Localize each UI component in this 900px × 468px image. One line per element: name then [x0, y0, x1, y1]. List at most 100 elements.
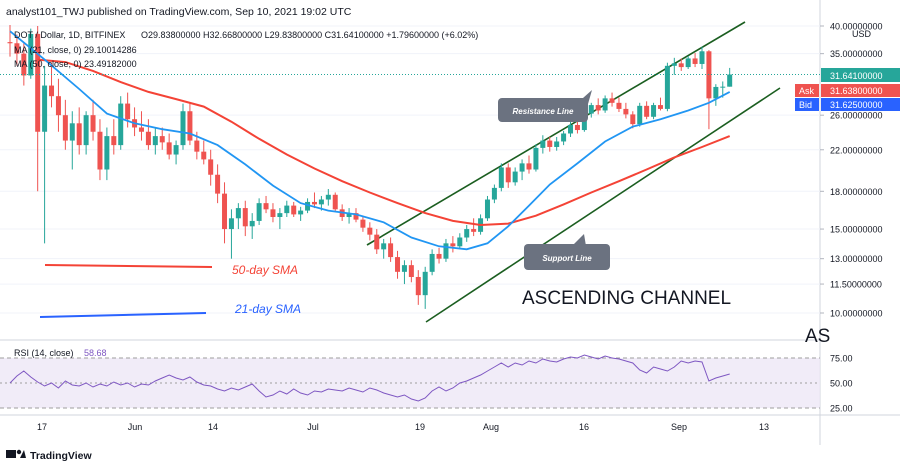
- candle-body: [263, 203, 269, 210]
- candle-body: [464, 229, 470, 238]
- candle-body: [97, 131, 103, 170]
- candle: [644, 101, 650, 120]
- time-axis[interactable]: 17 Jun 14 Jul 19 Aug 16 Sep 13: [37, 422, 769, 432]
- candle-body: [14, 43, 20, 54]
- candle: [104, 127, 110, 181]
- candle: [62, 99, 68, 150]
- candle-body: [187, 111, 193, 141]
- candle: [408, 260, 414, 283]
- legend-symbol[interactable]: DOT / Dollar, 1D, BITFINEX: [14, 30, 125, 40]
- rsi-tick-label: 25.00: [830, 404, 853, 414]
- candle-body: [512, 171, 518, 183]
- candle-body: [547, 140, 553, 147]
- legend-ma21[interactable]: MA (21, close, 0) 29.10014286: [14, 45, 137, 55]
- candle: [533, 144, 539, 172]
- candle-body: [568, 124, 574, 134]
- candle-body: [381, 243, 387, 250]
- candle: [42, 65, 48, 244]
- candle: [637, 102, 643, 127]
- candle-body: [90, 115, 96, 132]
- price-tick-label: 35.00000000: [830, 49, 883, 59]
- candle-body: [443, 243, 449, 259]
- candle: [699, 46, 705, 69]
- candle: [609, 92, 615, 107]
- candle-body: [609, 98, 615, 103]
- candle-body: [332, 194, 338, 210]
- candle-body: [325, 194, 331, 200]
- candle-body: [533, 147, 539, 170]
- tradingview-logo[interactable]: TradingView: [6, 449, 92, 462]
- candle: [152, 127, 158, 155]
- candle: [505, 163, 511, 188]
- price-axis[interactable]: 40.00000000 35.00000000 26.00000000 22.0000…: [820, 22, 883, 319]
- candle-body: [540, 140, 546, 148]
- candle-body: [298, 210, 304, 215]
- candle-body: [395, 257, 401, 272]
- main-grid: [0, 25, 820, 314]
- candle-body: [173, 145, 179, 155]
- candle-body: [208, 159, 214, 175]
- price-tick-label: 10.00000000: [830, 309, 883, 319]
- candle: [464, 224, 470, 242]
- candle-body: [291, 205, 297, 215]
- candle-body: [159, 136, 165, 143]
- ascending-channel-label: ASCENDING CHANNEL: [522, 288, 731, 309]
- candle: [395, 250, 401, 279]
- resistance-callout[interactable]: Resistance Line: [498, 90, 592, 122]
- candle: [415, 270, 421, 305]
- ascending-channel-lines: [366, 21, 781, 323]
- candle-body: [235, 208, 241, 219]
- legend-ma50[interactable]: MA (50, close, 0) 23.49182000: [14, 59, 137, 69]
- candle: [623, 102, 629, 119]
- candle-body: [727, 74, 733, 87]
- candle-body: [353, 213, 359, 220]
- candle-body: [222, 193, 228, 230]
- candle: [187, 103, 193, 146]
- candle: [277, 208, 283, 230]
- candle: [568, 121, 574, 137]
- time-tick-label: 17: [37, 422, 47, 432]
- rsi-label[interactable]: RSI (14, close): [14, 348, 74, 358]
- candle-body: [270, 209, 276, 217]
- candle-body: [284, 205, 290, 214]
- candle: [332, 192, 338, 212]
- bid-label: Bid: [799, 100, 812, 110]
- candle-body: [651, 105, 657, 117]
- candle: [291, 201, 297, 217]
- time-tick-label: 13: [759, 422, 769, 432]
- candle-body: [76, 123, 82, 146]
- time-tick-label: 16: [579, 422, 589, 432]
- candle: [173, 140, 179, 165]
- candle-body: [491, 187, 497, 200]
- candle-body: [311, 201, 317, 205]
- candle: [208, 149, 214, 186]
- candle-body: [664, 65, 670, 109]
- candle: [554, 136, 560, 151]
- time-tick-label: Aug: [483, 422, 499, 432]
- candle-body: [554, 141, 560, 147]
- candle-body: [201, 151, 207, 160]
- rsi-tick-label: 50.00: [830, 379, 853, 389]
- candle: [159, 127, 165, 150]
- candle: [381, 238, 387, 259]
- support-callout[interactable]: Support Line: [524, 234, 610, 270]
- candle-body: [450, 243, 456, 247]
- candle-body: [408, 265, 414, 277]
- candle-body: [713, 86, 719, 99]
- candle-body: [471, 229, 477, 232]
- candle-body: [699, 51, 705, 64]
- candle-body: [35, 33, 41, 132]
- candle-body: [194, 140, 200, 152]
- ask-tag: Ask 31.63800000: [795, 84, 900, 97]
- price-tick-label: 40.00000000: [830, 22, 883, 32]
- tradingview-logo-icon: [6, 449, 26, 458]
- candle-body: [657, 105, 663, 109]
- candle-body: [242, 208, 248, 227]
- candle: [145, 119, 151, 150]
- candle: [713, 84, 719, 106]
- price-tick-label: 18.00000000: [830, 187, 883, 197]
- candle-body: [118, 103, 124, 146]
- candle: [498, 163, 504, 192]
- candle: [512, 167, 518, 186]
